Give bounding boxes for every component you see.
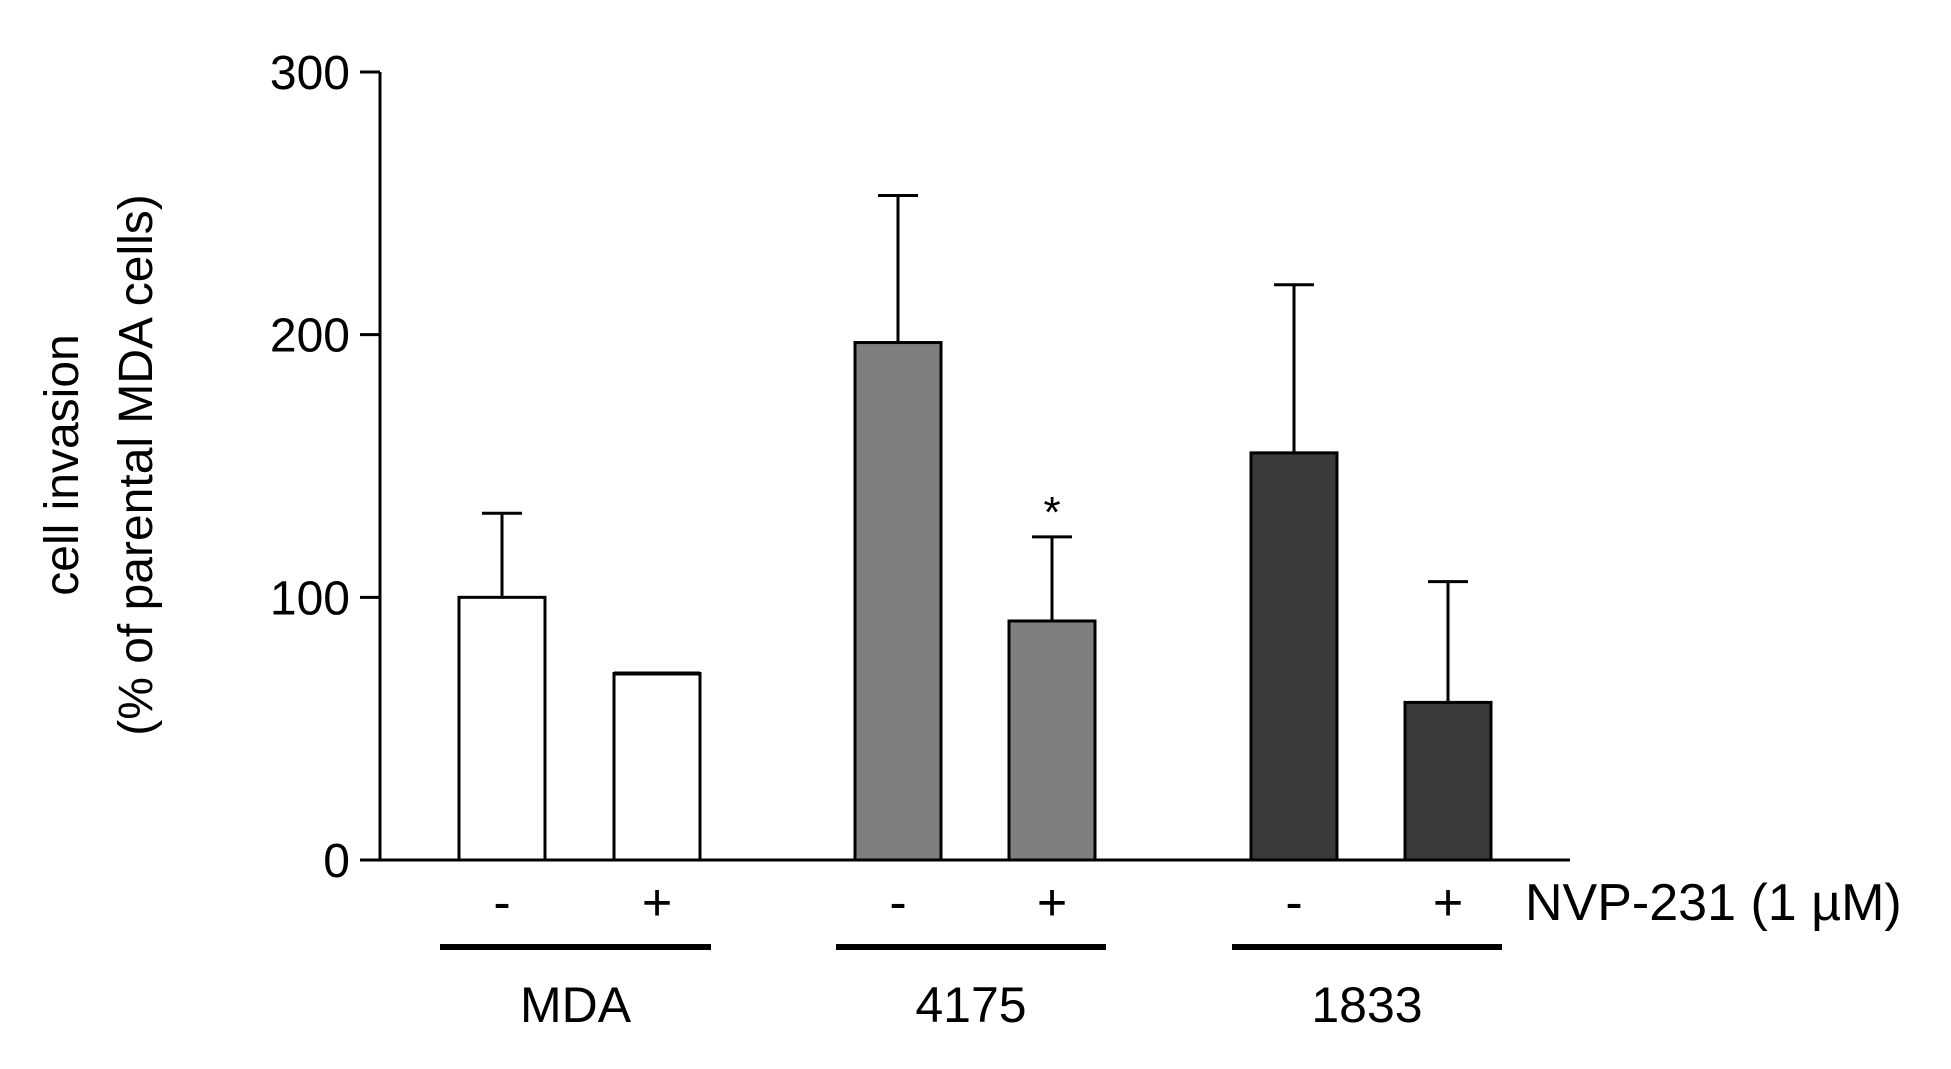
bar	[1007, 619, 1097, 862]
y-axis-title-line1: cell invasion	[36, 334, 89, 595]
bar	[1403, 700, 1493, 862]
significance-marker: *	[1043, 488, 1060, 537]
treatment-sign: -	[1285, 874, 1302, 932]
y-tick-label: 300	[270, 47, 350, 100]
y-tick-label: 200	[270, 310, 350, 363]
treatment-sign: +	[642, 874, 672, 932]
treatment-sign: +	[1037, 874, 1067, 932]
y-axis-title-line2: (% of parental MDA cells)	[110, 194, 163, 736]
bar	[612, 672, 702, 862]
group-label: MDA	[520, 977, 632, 1033]
bar	[1249, 451, 1339, 862]
bar	[457, 595, 547, 862]
y-axis: 0 100 200 300	[270, 47, 382, 888]
treatment-label: NVP-231 (1 µM)	[1525, 874, 1902, 932]
group-label: 4175	[915, 977, 1026, 1033]
treatment-sign: -	[493, 874, 510, 932]
group-label: 1833	[1311, 977, 1422, 1033]
x-axis: - + - + - +MDA 4175 1833	[380, 858, 1570, 1033]
y-tick-label: 0	[323, 835, 350, 888]
y-tick-label: 100	[270, 572, 350, 625]
treatment-sign: -	[889, 874, 906, 932]
bar	[853, 341, 943, 862]
treatment-sign: +	[1433, 874, 1463, 932]
bars: *	[457, 193, 1493, 862]
